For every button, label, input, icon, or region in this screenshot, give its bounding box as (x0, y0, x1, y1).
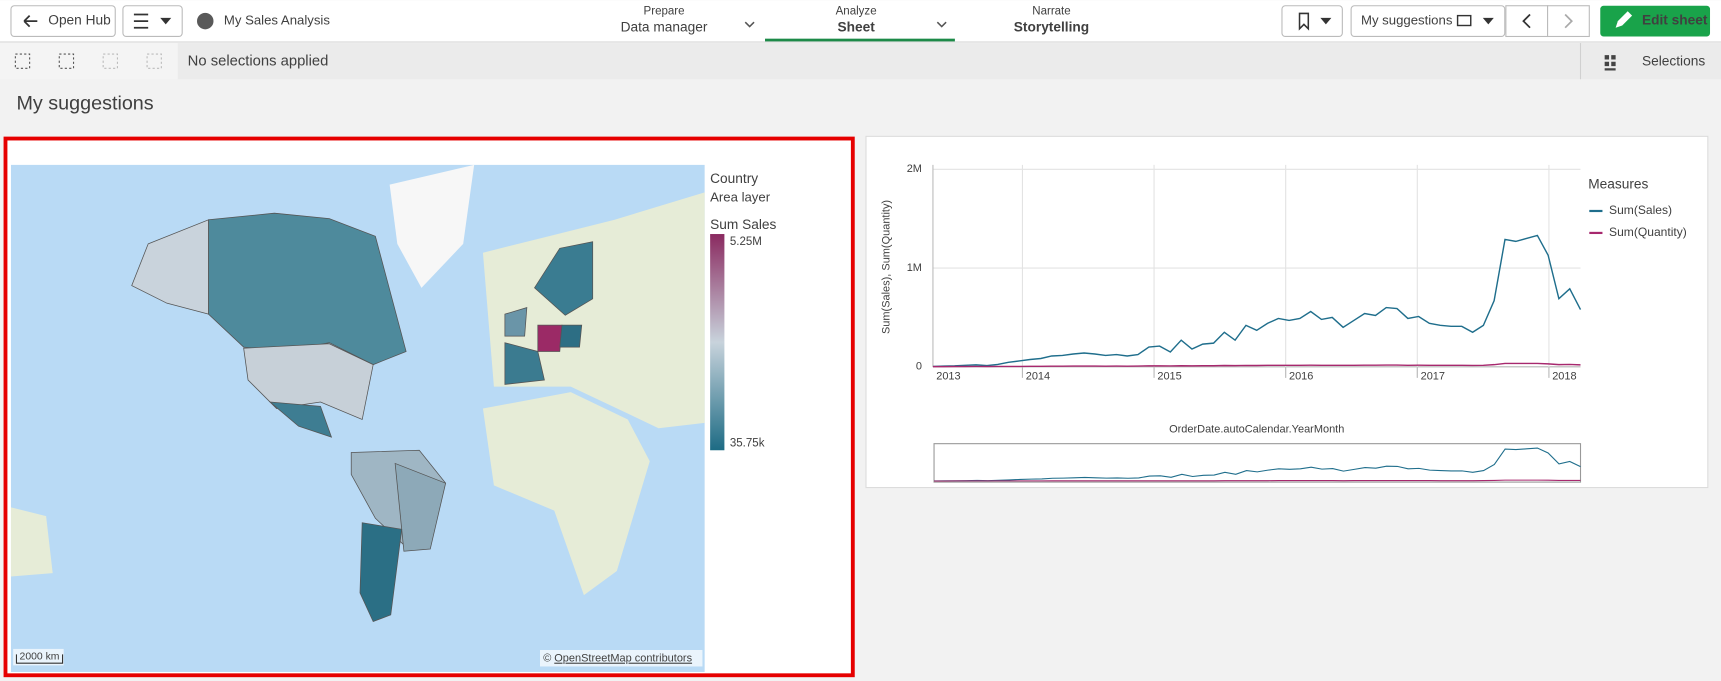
legend-subtitle: Area layer (710, 189, 771, 204)
prev-sheet[interactable] (1505, 5, 1549, 38)
tab-narrate[interactable]: Narrate Storytelling (1014, 5, 1089, 34)
x-tick-label: 2013 (936, 371, 960, 383)
next-sheet[interactable] (1547, 5, 1590, 38)
mini-chart-frame[interactable] (933, 443, 1582, 483)
y-axis-title: Sum(Sales), Sum(Quantity) (881, 200, 893, 334)
sheet-selector-label: My suggestions (1361, 13, 1453, 28)
x-tick-label: 2014 (1026, 371, 1050, 383)
selections-label: Selections (1642, 53, 1705, 68)
mini-series-line (934, 479, 1581, 482)
attribution-prefix: © (543, 653, 551, 665)
app-icon (197, 12, 214, 30)
map-card[interactable]: 2000 km © OpenStreetMap contributors Cou… (3, 136, 855, 678)
legend-measure: Sum Sales (710, 217, 776, 232)
tab-top: Analyze (836, 5, 877, 17)
edit-sheet-label: Edit sheet (1642, 13, 1708, 28)
legend-min: 35.75k (730, 438, 765, 450)
open-hub-button[interactable]: Open Hub (10, 5, 116, 38)
x-tick-label: 2018 (1552, 371, 1576, 383)
tab-prepare[interactable]: Prepare Data manager (621, 5, 755, 34)
color-scale (710, 234, 725, 451)
tab-analyze[interactable]: Analyze Sheet (765, 5, 955, 42)
tab-top: Narrate (1032, 5, 1070, 17)
legend-label: Sum(Quantity) (1609, 225, 1687, 239)
edit-sheet-button[interactable]: Edit sheet (1600, 5, 1711, 37)
x-tick-label: 2015 (1157, 371, 1181, 383)
scale-bar: 2000 km (20, 651, 60, 662)
selections-bar (0, 43, 1721, 80)
y-tick-label: 0 (916, 361, 922, 373)
y-tick-label: 2M (907, 163, 922, 175)
selections-button[interactable]: Selections (1604, 53, 1706, 71)
line-chart-card[interactable]: Sum(Sales), Sum(Quantity) OrderDate.auto… (865, 135, 1709, 489)
app-name: My Sales Analysis (224, 13, 330, 28)
selection-tools (14, 53, 162, 69)
open-hub-label: Open Hub (48, 13, 111, 28)
tab-top: Prepare (644, 5, 685, 17)
legend-label: Sum(Sales) (1609, 203, 1672, 217)
series-line (932, 234, 1582, 368)
x-tick-label: 2017 (1421, 371, 1445, 383)
selection-status: No selections applied (188, 54, 329, 70)
legend-max: 5.25M (730, 236, 762, 248)
tab-bottom: Storytelling (1014, 19, 1089, 34)
map-countries (131, 212, 594, 622)
sheet-selector[interactable]: My suggestions (1350, 5, 1506, 38)
menu-button[interactable] (122, 5, 183, 38)
mini-series-line (934, 447, 1581, 482)
y-tick-label: 1M (907, 262, 922, 274)
legend-title: Country (710, 171, 758, 186)
x-axis-title: OrderDate.autoCalendar.YearMonth (1169, 423, 1344, 435)
x-tick-label: 2016 (1289, 371, 1313, 383)
series-line (932, 362, 1581, 368)
sheet-title: My suggestions (16, 93, 153, 115)
bookmark-button[interactable] (1281, 5, 1343, 38)
tab-bottom: Data manager (621, 19, 708, 34)
tab-bottom: Sheet (837, 19, 875, 34)
attribution-link[interactable]: OpenStreetMap contributors (554, 653, 692, 665)
legend-title: Measures (1588, 176, 1648, 191)
